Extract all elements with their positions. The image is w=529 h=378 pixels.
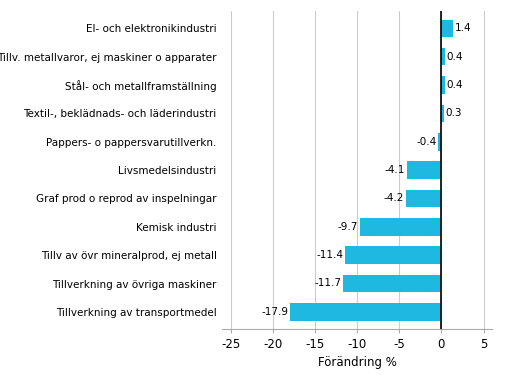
Text: -4.1: -4.1 xyxy=(385,165,405,175)
Text: -11.7: -11.7 xyxy=(314,279,341,288)
Bar xyxy=(441,105,444,122)
Bar xyxy=(345,246,441,264)
Text: -9.7: -9.7 xyxy=(338,222,358,232)
Text: 1.4: 1.4 xyxy=(455,23,471,33)
Text: -11.4: -11.4 xyxy=(316,250,344,260)
Text: -4.2: -4.2 xyxy=(384,194,404,203)
Bar xyxy=(441,20,453,37)
Bar xyxy=(441,76,445,94)
Text: 0.4: 0.4 xyxy=(446,80,463,90)
Bar xyxy=(343,275,441,292)
Bar xyxy=(441,48,445,65)
Text: 0.4: 0.4 xyxy=(446,52,463,62)
Bar xyxy=(360,218,441,235)
Text: -17.9: -17.9 xyxy=(262,307,289,317)
Bar xyxy=(290,303,441,321)
Bar xyxy=(407,161,441,179)
X-axis label: Förändring %: Förändring % xyxy=(317,356,397,369)
Bar xyxy=(406,190,441,207)
Text: 0.3: 0.3 xyxy=(445,108,462,118)
Bar xyxy=(438,133,441,150)
Text: -0.4: -0.4 xyxy=(416,137,436,147)
